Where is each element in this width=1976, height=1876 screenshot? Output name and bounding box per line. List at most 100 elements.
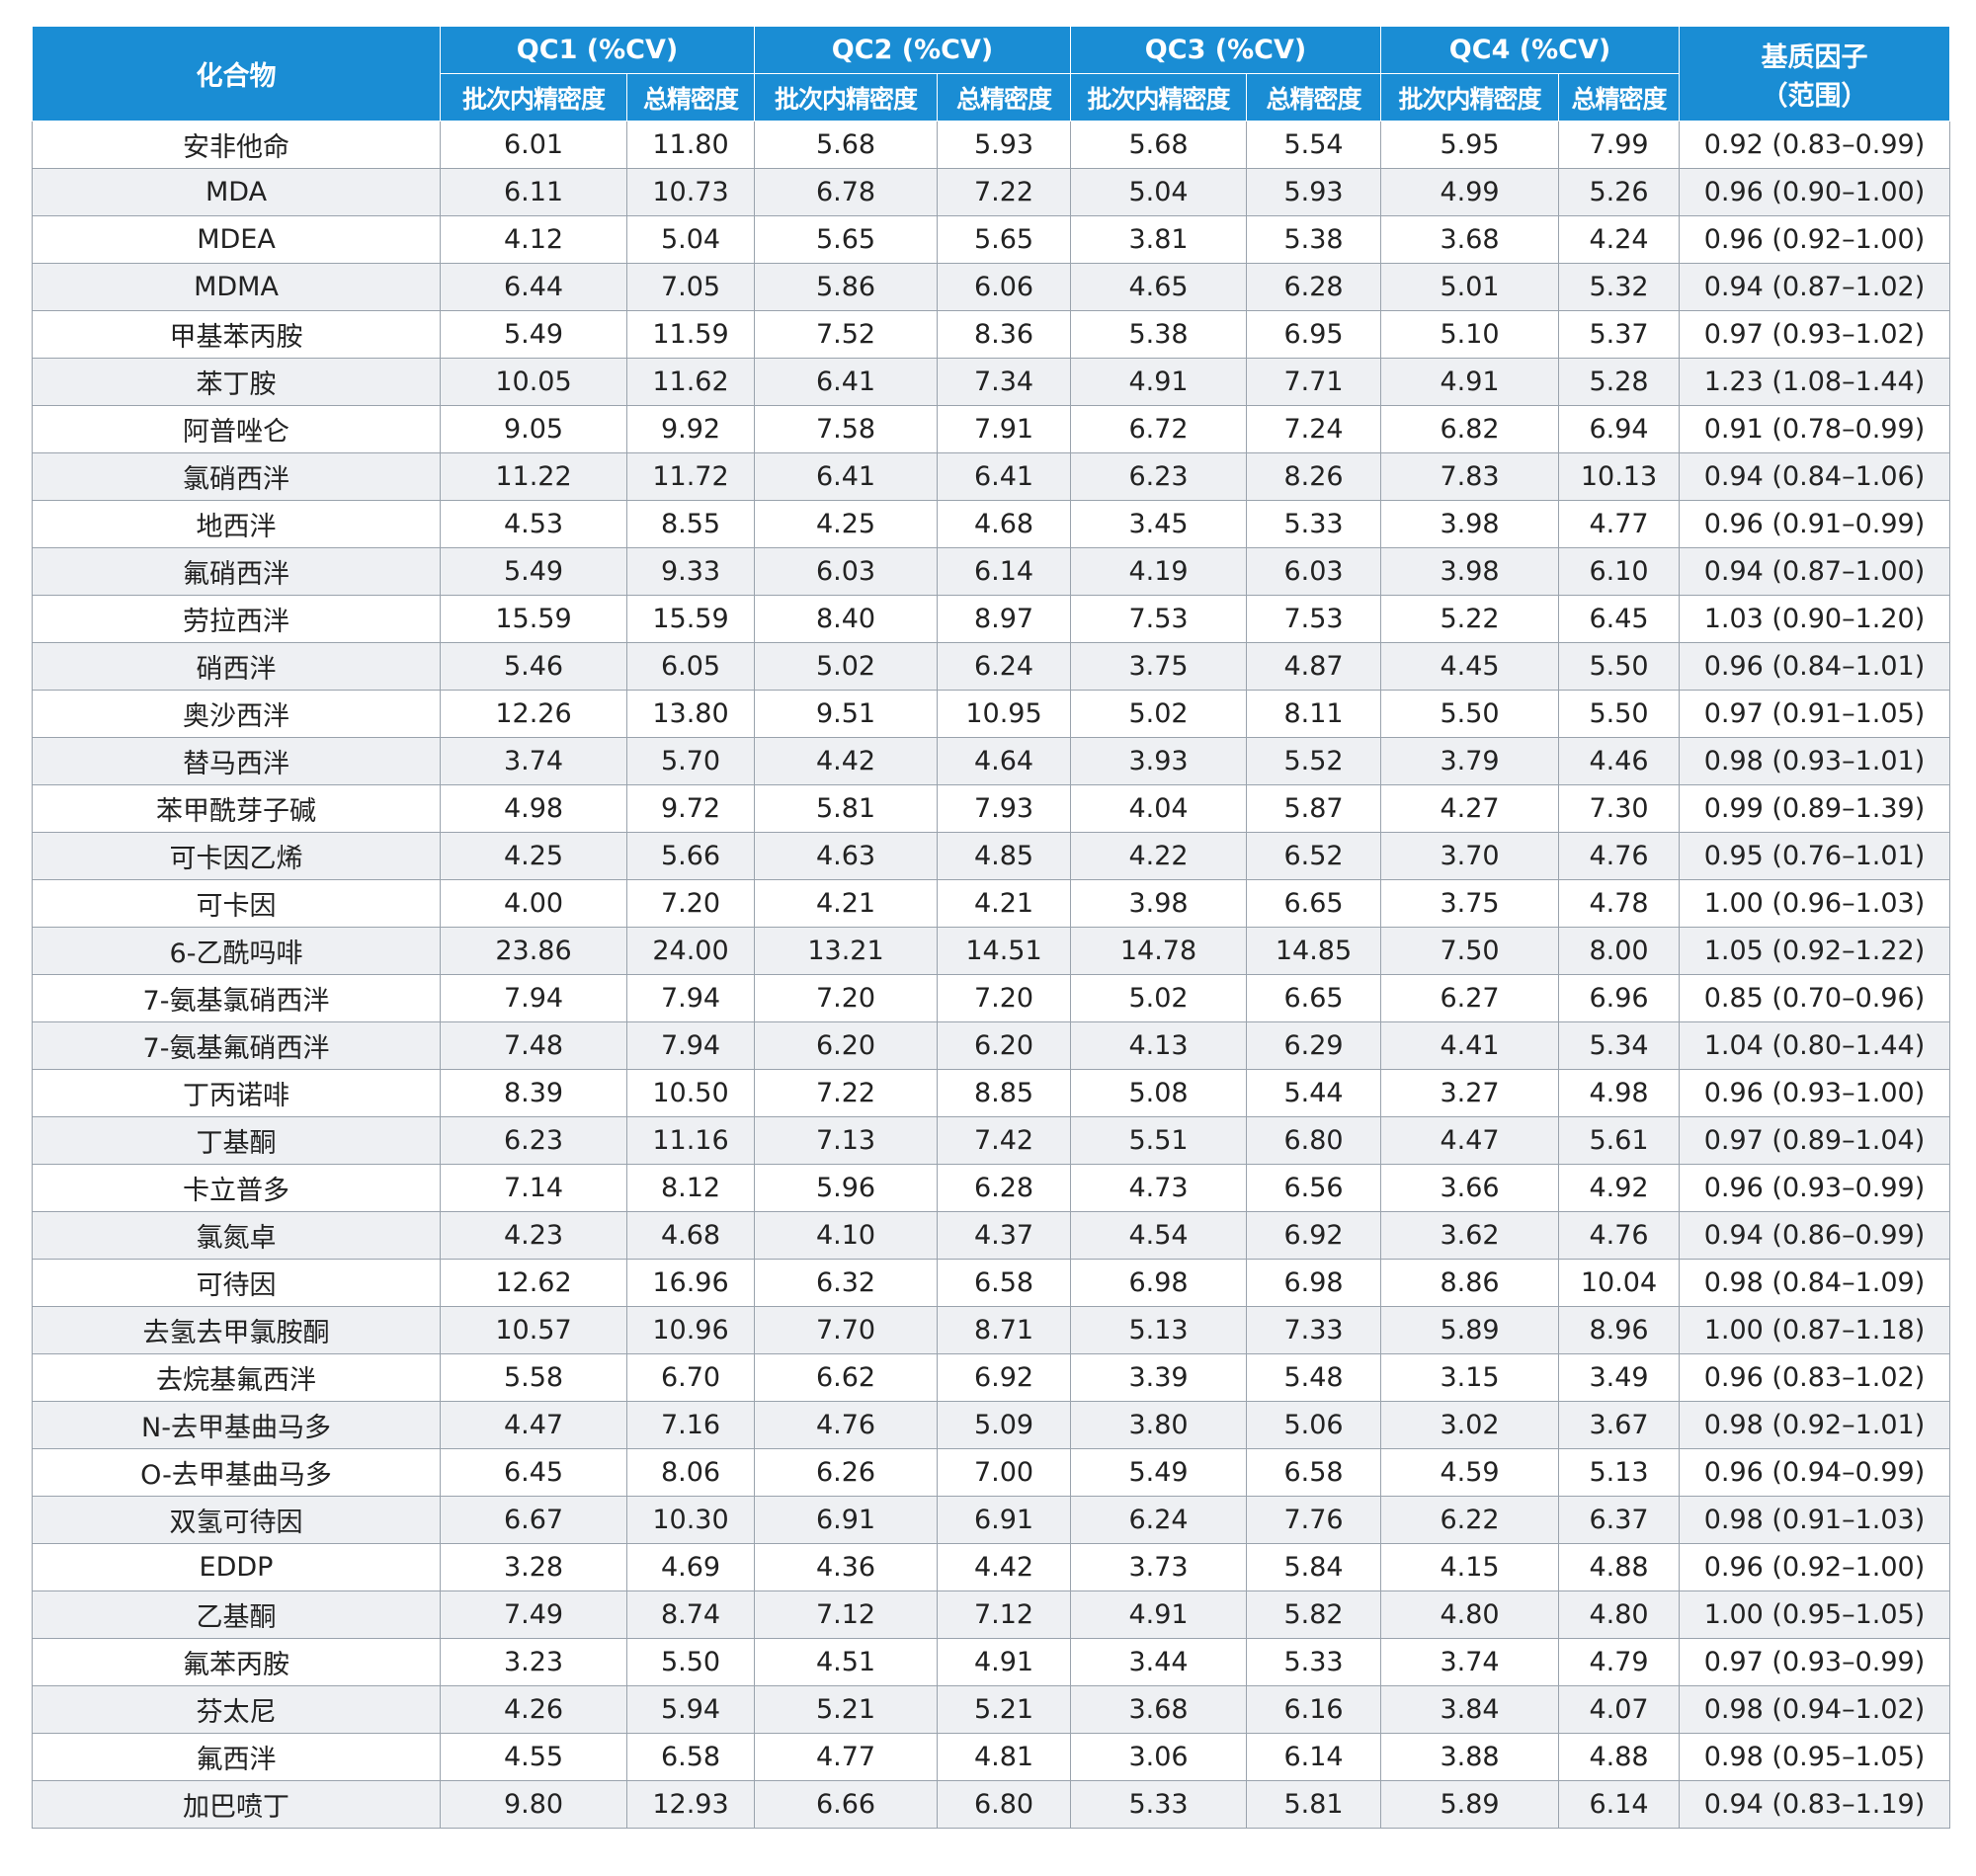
- table-cell: 4.73: [1070, 1164, 1247, 1212]
- table-cell: 8.36: [937, 310, 1071, 359]
- table-cell: 4.07: [1558, 1685, 1680, 1734]
- table-row: MDEA 4.12 5.04 5.65 5.65 3.81 5.38 3.68 4.24 0.96…: [32, 215, 1950, 264]
- table-cell: 4.36: [754, 1543, 938, 1591]
- table-cell: MDMA: [32, 263, 441, 311]
- table-cell: 甲基苯丙胺: [32, 310, 441, 359]
- table-cell: 0.94 (0.84–1.06): [1679, 452, 1950, 501]
- table-cell: 13.80: [626, 690, 755, 738]
- table-cell: 5.82: [1246, 1591, 1381, 1639]
- table-cell: 14.78: [1070, 927, 1247, 975]
- table-row: 丁丙诺啡 8.39 10.50 7.22 8.85 5.08 5.44 3.27 4.98 0.9…: [32, 1069, 1950, 1117]
- group-header: QC4 (%CV): [1380, 26, 1680, 74]
- table-cell: 5.61: [1558, 1116, 1680, 1165]
- table-cell: 3.45: [1070, 500, 1247, 548]
- table-cell: 0.96 (0.84–1.01): [1679, 642, 1950, 691]
- table-cell: 5.37: [1558, 310, 1680, 359]
- table-cell: 0.96 (0.93–1.00): [1679, 1069, 1950, 1117]
- table-cell: 0.98 (0.95–1.05): [1679, 1733, 1950, 1781]
- table-cell: 0.97 (0.93–1.02): [1679, 310, 1950, 359]
- table-cell: 4.91: [937, 1638, 1071, 1686]
- table-cell: 6.44: [440, 263, 627, 311]
- precision-table: 化合物 QC1 (%CV) QC2 (%CV) QC3 (%CV) QC4 (%CV) 基…: [32, 26, 1950, 1829]
- table-cell: 7.24: [1246, 405, 1381, 453]
- table-cell: 6.41: [754, 358, 938, 406]
- table-cell: 5.51: [1070, 1116, 1247, 1165]
- table-row: 卡立普多 7.14 8.12 5.96 6.28 4.73 6.56 3.66 4.92 0.96…: [32, 1164, 1950, 1212]
- table-cell: 4.85: [937, 832, 1071, 880]
- table-cell: 5.68: [1070, 121, 1247, 169]
- table-row: 替马西泮 3.74 5.70 4.42 4.64 3.93 5.52 3.79 4.46 0.98…: [32, 737, 1950, 785]
- table-cell: 5.95: [1380, 121, 1559, 169]
- table-cell: 7.50: [1380, 927, 1559, 975]
- table-cell: 15.59: [626, 595, 755, 643]
- table-cell: 5.68: [754, 121, 938, 169]
- table-cell: 5.02: [1070, 690, 1247, 738]
- table-cell: 4.64: [937, 737, 1071, 785]
- table-cell: 4.04: [1070, 784, 1247, 833]
- subheader-cell: 总精密度: [626, 73, 755, 122]
- table-cell: 5.54: [1246, 121, 1381, 169]
- table-cell: 4.68: [626, 1211, 755, 1260]
- table-cell: 5.48: [1246, 1353, 1381, 1402]
- table-cell: 3.39: [1070, 1353, 1247, 1402]
- table-cell: 5.81: [1246, 1780, 1381, 1829]
- table-cell: 5.28: [1558, 358, 1680, 406]
- table-row: 乙基酮 7.49 8.74 7.12 7.12 4.91 5.82 4.80 4.80 1.00 …: [32, 1591, 1950, 1639]
- subheader-cell: 总精密度: [1558, 73, 1680, 122]
- table-cell: 4.88: [1558, 1733, 1680, 1781]
- table-row: 氟苯丙胺 3.23 5.50 4.51 4.91 3.44 5.33 3.74 4.79 0.97…: [32, 1638, 1950, 1686]
- table-cell: 4.63: [754, 832, 938, 880]
- group-header: QC3 (%CV): [1070, 26, 1381, 74]
- table-cell: 5.32: [1558, 263, 1680, 311]
- table-cell: 7.53: [1246, 595, 1381, 643]
- header-row: 化合物 QC1 (%CV) QC2 (%CV) QC3 (%CV) QC4 (%CV) 基…: [32, 26, 1950, 122]
- table-cell: 9.92: [626, 405, 755, 453]
- table-cell: 0.94 (0.83–1.19): [1679, 1780, 1950, 1829]
- table-cell: 4.19: [1070, 547, 1247, 596]
- table-cell: 7.12: [754, 1591, 938, 1639]
- table-cell: 6.95: [1246, 310, 1381, 359]
- table-cell: 6.11: [440, 168, 627, 216]
- table-cell: 7.83: [1380, 452, 1559, 501]
- table-cell: 1.03 (0.90–1.20): [1679, 595, 1950, 643]
- table-cell: 6.65: [1246, 974, 1381, 1022]
- table-row: 氟硝西泮 5.49 9.33 6.03 6.14 4.19 6.03 3.98 6.10 0.94…: [32, 547, 1950, 596]
- table-cell: 4.26: [440, 1685, 627, 1734]
- table-cell: 7.93: [937, 784, 1071, 833]
- table-cell: 4.10: [754, 1211, 938, 1260]
- table-cell: 4.21: [937, 879, 1071, 928]
- table-cell: 5.09: [937, 1401, 1071, 1449]
- table-cell: 5.89: [1380, 1780, 1559, 1829]
- table-cell: 3.68: [1070, 1685, 1247, 1734]
- table-cell: 13.21: [754, 927, 938, 975]
- table-cell: 10.50: [626, 1069, 755, 1117]
- table-cell: 0.94 (0.87–1.00): [1679, 547, 1950, 596]
- table-cell: 4.23: [440, 1211, 627, 1260]
- table-cell: 5.02: [1070, 974, 1247, 1022]
- table-row: 苯丁胺 10.05 11.62 6.41 7.34 4.91 7.71 4.91 5.28 1.2…: [32, 358, 1950, 406]
- table-cell: 0.94 (0.87–1.02): [1679, 263, 1950, 311]
- table-cell: 5.08: [1070, 1069, 1247, 1117]
- table-cell: 6.37: [1558, 1496, 1680, 1544]
- table-cell: 10.13: [1558, 452, 1680, 501]
- table-cell: 6.45: [440, 1448, 627, 1497]
- table-row: 丁基酮 6.23 11.16 7.13 7.42 5.51 6.80 4.47 5.61 0.97…: [32, 1116, 1950, 1165]
- table-cell: 去氢去甲氯胺酮: [32, 1306, 441, 1354]
- table-cell: 6.14: [937, 547, 1071, 596]
- table-cell: 4.42: [754, 737, 938, 785]
- table-cell: 7.12: [937, 1591, 1071, 1639]
- table-cell: 8.40: [754, 595, 938, 643]
- table-cell: 4.98: [440, 784, 627, 833]
- table-cell: 6.78: [754, 168, 938, 216]
- table-cell: 4.45: [1380, 642, 1559, 691]
- table-cell: 4.25: [440, 832, 627, 880]
- table-cell: 4.65: [1070, 263, 1247, 311]
- table-cell: 5.81: [754, 784, 938, 833]
- subheader-row: 批次内精密度 总精密度 批次内精密度 总精密度 批次内精密度 总精密度 批次内精密度 总精密度: [33, 73, 1950, 122]
- table-cell: 11.72: [626, 452, 755, 501]
- table-cell: 5.33: [1070, 1780, 1247, 1829]
- table-cell: 8.96: [1558, 1306, 1680, 1354]
- table-cell: 3.27: [1380, 1069, 1559, 1117]
- table-cell: 替马西泮: [32, 737, 441, 785]
- table-cell: 苯甲酰芽子碱: [32, 784, 441, 833]
